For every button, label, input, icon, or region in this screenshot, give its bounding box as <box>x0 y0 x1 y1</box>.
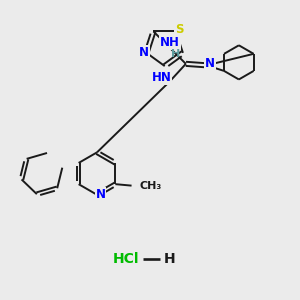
Text: HN: HN <box>152 70 171 84</box>
Text: S: S <box>175 23 184 37</box>
Text: H: H <box>171 50 180 59</box>
Text: CH₃: CH₃ <box>140 181 162 190</box>
Text: N: N <box>139 46 148 59</box>
Text: HCl: HCl <box>113 252 140 266</box>
Text: NH: NH <box>160 36 180 49</box>
Text: N: N <box>95 188 106 201</box>
Text: N: N <box>205 57 215 70</box>
Text: H: H <box>163 252 175 266</box>
